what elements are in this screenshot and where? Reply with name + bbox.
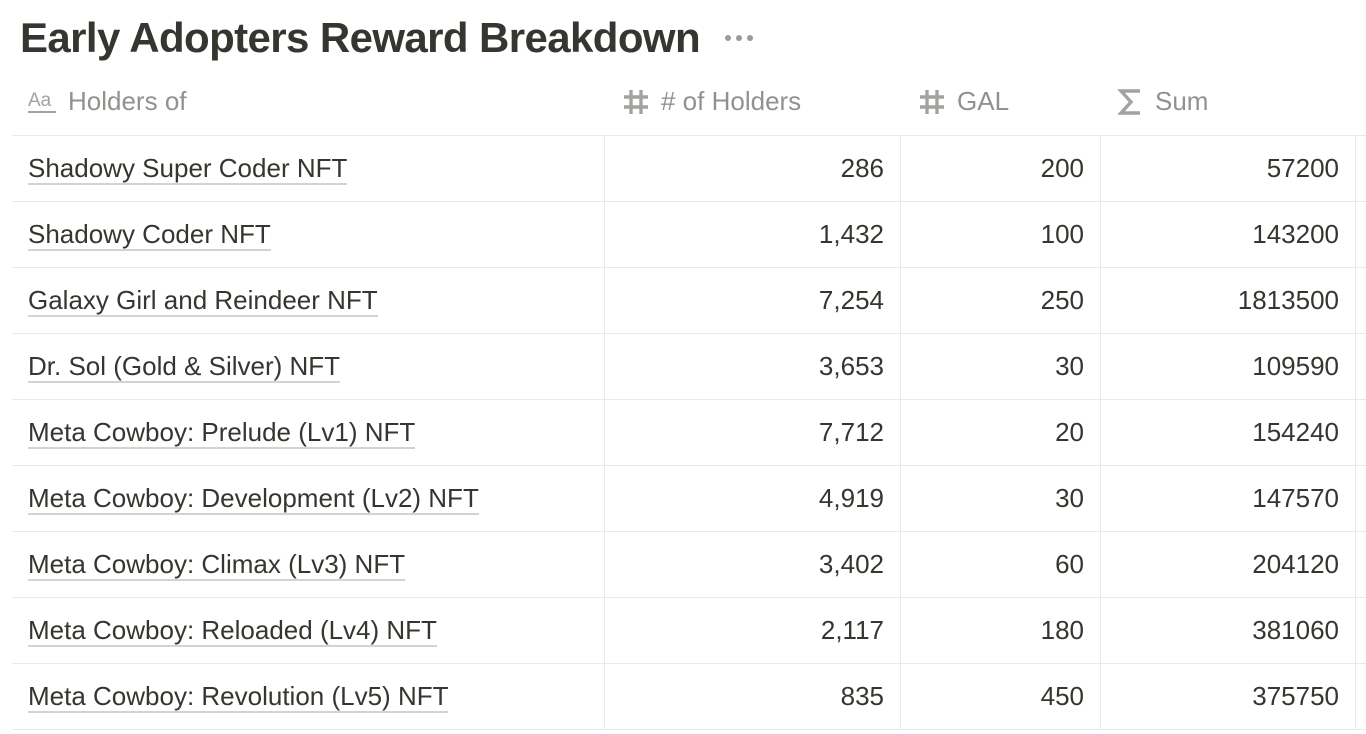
cell-holders-of[interactable]: Meta Cowboy: Reloaded (Lv4) NFT [12, 598, 605, 663]
cell-sum[interactable]: 375750 [1101, 664, 1356, 729]
table-row[interactable]: Meta Cowboy: Reloaded (Lv4) NFT 2,117 180 3… [12, 598, 1366, 664]
cell-sum[interactable]: 147570 [1101, 466, 1356, 531]
cell-gal[interactable]: 180 [901, 598, 1101, 663]
table-body: Shadowy Super Coder NFT 286 200 57200 Shadow… [12, 136, 1366, 730]
cell-num-holders[interactable]: 3,653 [605, 334, 901, 399]
table-header: Aa Holders of # of Holders [12, 68, 1366, 136]
cell-num-holders[interactable]: 835 [605, 664, 901, 729]
cell-spacer [1356, 268, 1366, 333]
cell-spacer [1356, 466, 1366, 531]
cell-gal[interactable]: 450 [901, 664, 1101, 729]
cell-holders-of[interactable]: Meta Cowboy: Climax (Lv3) NFT [12, 532, 605, 597]
column-header-spacer [1356, 68, 1366, 135]
column-header-num-holders[interactable]: # of Holders [605, 68, 901, 135]
cell-num-holders[interactable]: 7,712 [605, 400, 901, 465]
page-title: Early Adopters Reward Breakdown [20, 14, 701, 61]
cell-sum[interactable]: 381060 [1101, 598, 1356, 663]
column-header-holders-of[interactable]: Aa Holders of [12, 68, 605, 135]
column-header-sum[interactable]: Sum [1101, 68, 1356, 135]
cell-gal[interactable]: 60 [901, 532, 1101, 597]
cell-sum[interactable]: 154240 [1101, 400, 1356, 465]
cell-holders-of[interactable]: Galaxy Girl and Reindeer NFT [12, 268, 605, 333]
column-header-label: Holders of [68, 86, 187, 116]
cell-gal[interactable]: 30 [901, 334, 1101, 399]
cell-spacer [1356, 532, 1366, 597]
number-icon [621, 87, 651, 117]
cell-holders-of[interactable]: Meta Cowboy: Prelude (Lv1) NFT [12, 400, 605, 465]
table-row[interactable]: Shadowy Coder NFT 1,432 100 143200 [12, 202, 1366, 268]
row-title-link[interactable]: Shadowy Super Coder NFT [28, 152, 348, 185]
row-title-link[interactable]: Galaxy Girl and Reindeer NFT [28, 284, 378, 317]
cell-spacer [1356, 334, 1366, 399]
column-header-label: GAL [957, 86, 1010, 116]
cell-num-holders[interactable]: 3,402 [605, 532, 901, 597]
column-header-label: Sum [1155, 86, 1209, 116]
cell-sum[interactable]: 143200 [1101, 202, 1356, 267]
cell-holders-of[interactable]: Shadowy Super Coder NFT [12, 136, 605, 201]
database-table: Aa Holders of # of Holders [12, 68, 1366, 730]
cell-gal[interactable]: 20 [901, 400, 1101, 465]
cell-holders-of[interactable]: Meta Cowboy: Revolution (Lv5) NFT [12, 664, 605, 729]
cell-holders-of[interactable]: Dr. Sol (Gold & Silver) NFT [12, 334, 605, 399]
cell-gal[interactable]: 200 [901, 136, 1101, 201]
row-title-link[interactable]: Shadowy Coder NFT [28, 218, 271, 251]
cell-gal[interactable]: 100 [901, 202, 1101, 267]
row-title-link[interactable]: Dr. Sol (Gold & Silver) NFT [28, 350, 341, 383]
table-row[interactable]: Meta Cowboy: Prelude (Lv1) NFT 7,712 20 154… [12, 400, 1366, 466]
row-title-link[interactable]: Meta Cowboy: Climax (Lv3) NFT [28, 548, 406, 581]
cell-num-holders[interactable]: 2,117 [605, 598, 901, 663]
cell-holders-of[interactable]: Shadowy Coder NFT [12, 202, 605, 267]
cell-gal[interactable]: 250 [901, 268, 1101, 333]
cell-spacer [1356, 598, 1366, 663]
cell-spacer [1356, 664, 1366, 729]
cell-sum[interactable]: 109590 [1101, 334, 1356, 399]
cell-spacer [1356, 136, 1366, 201]
sigma-icon [1117, 87, 1145, 117]
cell-num-holders[interactable]: 1,432 [605, 202, 901, 267]
table-row[interactable]: Galaxy Girl and Reindeer NFT 7,254 250 1813… [12, 268, 1366, 334]
row-title-link[interactable]: Meta Cowboy: Development (Lv2) NFT [28, 482, 479, 515]
cell-holders-of[interactable]: Meta Cowboy: Development (Lv2) NFT [12, 466, 605, 531]
cell-sum[interactable]: 57200 [1101, 136, 1356, 201]
svg-text:Aa: Aa [28, 90, 52, 111]
table-row[interactable]: Meta Cowboy: Development (Lv2) NFT 4,919 3… [12, 466, 1366, 532]
table-row[interactable]: Meta Cowboy: Revolution (Lv5) NFT 835 450 3… [12, 664, 1366, 730]
table-row[interactable]: Shadowy Super Coder NFT 286 200 57200 [12, 136, 1366, 202]
more-horizontal-icon [725, 35, 754, 41]
row-title-link[interactable]: Meta Cowboy: Revolution (Lv5) NFT [28, 680, 449, 713]
number-icon [917, 87, 947, 117]
cell-gal[interactable]: 30 [901, 466, 1101, 531]
column-header-gal[interactable]: GAL [901, 68, 1101, 135]
table-row[interactable]: Meta Cowboy: Climax (Lv3) NFT 3,402 60 2041… [12, 532, 1366, 598]
row-title-link[interactable]: Meta Cowboy: Reloaded (Lv4) NFT [28, 614, 437, 647]
cell-num-holders[interactable]: 286 [605, 136, 901, 201]
cell-sum[interactable]: 204120 [1101, 532, 1356, 597]
title-row: Early Adopters Reward Breakdown [20, 10, 756, 66]
row-title-link[interactable]: Meta Cowboy: Prelude (Lv1) NFT [28, 416, 416, 449]
cell-num-holders[interactable]: 7,254 [605, 268, 901, 333]
table-row[interactable]: Dr. Sol (Gold & Silver) NFT 3,653 30 109590 [12, 334, 1366, 400]
cell-spacer [1356, 400, 1366, 465]
column-header-label: # of Holders [661, 86, 802, 116]
cell-num-holders[interactable]: 4,919 [605, 466, 901, 531]
cell-spacer [1356, 202, 1366, 267]
cell-sum[interactable]: 1813500 [1101, 268, 1356, 333]
more-options-button[interactable] [722, 23, 756, 53]
text-type-icon: Aa [28, 89, 58, 115]
